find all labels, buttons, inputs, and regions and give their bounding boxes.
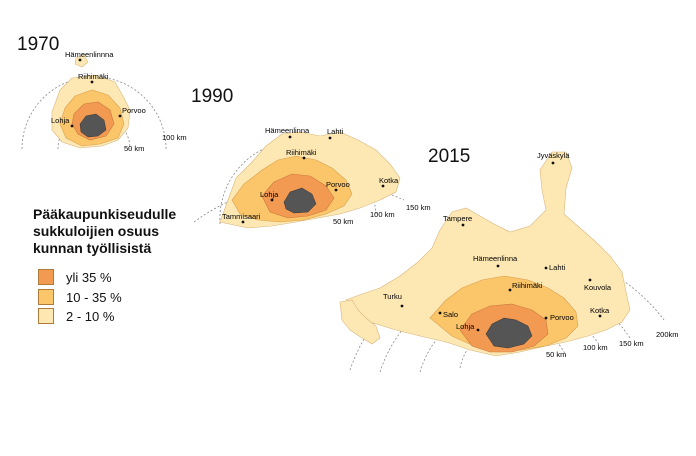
year-label-2015: 2015	[428, 146, 471, 167]
city-label: Tampere	[443, 214, 472, 223]
city-1970-riihimaki: Riihimäki	[78, 72, 109, 84]
legend-swatch-2-10	[38, 308, 54, 324]
city-label: Riihimäki	[286, 148, 317, 157]
city-1970-hameenlinnna: Hämeenlinnna	[65, 50, 114, 62]
city-label: Tammisaari	[222, 212, 261, 221]
city-1990-riihimaki: Riihimäki	[286, 148, 317, 160]
city-label: Kotka	[379, 176, 399, 185]
region-1970-capital	[79, 113, 107, 138]
city-label: Porvoo	[326, 180, 350, 189]
city-1970-lohja: Lohja	[51, 116, 74, 128]
city-1990-lahti: Lahti	[327, 127, 344, 140]
city-label: Lahti	[549, 263, 566, 272]
ring-label-2015-150km: 150 km	[619, 339, 644, 348]
legend-title-line-2: sukkuloijien osuus	[33, 223, 160, 239]
city-label: Lohja	[51, 116, 70, 125]
ring-label-1990-50km: 50 km	[333, 217, 353, 226]
legend-swatch-over35	[38, 269, 54, 285]
region-1970-hameenlinna	[74, 54, 89, 68]
legend-label-2-10: 2 - 10 %	[66, 308, 115, 324]
city-2015-kouvola: Kouvola	[584, 278, 612, 292]
city-2015-kotka: Kotka	[590, 306, 610, 318]
region-1990-capital	[283, 187, 317, 214]
year-label-1970: 1970	[17, 34, 60, 55]
city-2015-riihimaki: Riihimäki	[508, 281, 543, 292]
legend-item-2-10: 2 - 10 %	[38, 308, 114, 324]
city-1990-porvoo: Porvoo	[326, 180, 350, 192]
city-label: Hämeenlinna	[473, 254, 518, 263]
ring-label-2015-200km: 200km	[656, 330, 679, 339]
map-1970: Hämeenlinnna Riihimäki Porvoo Lohja 50 k…	[21, 50, 187, 153]
city-label: Porvoo	[550, 313, 574, 322]
ring-label-1990-150km: 150 km	[406, 203, 431, 212]
city-2015-turku: Turku	[383, 292, 404, 308]
city-label: Kotka	[590, 306, 610, 315]
year-label-1990: 1990	[191, 86, 234, 107]
legend-swatch-10-35	[38, 289, 54, 305]
legend-item-over35: yli 35 %	[38, 269, 112, 285]
legend-label-10-35: 10 - 35 %	[66, 289, 122, 305]
city-label: Lahti	[327, 127, 344, 136]
region-2015-archipelago	[339, 299, 381, 345]
city-2015-lohja: Lohja	[456, 322, 480, 332]
city-2015-tampere: Tampere	[443, 214, 472, 227]
map-2015: Jyväskylä Tampere Hämeenlinna Lahti Riih…	[339, 151, 679, 373]
city-label: Riihimäki	[78, 72, 109, 81]
legend-item-10-35: 10 - 35 %	[38, 289, 122, 305]
region-2015-capital	[485, 317, 533, 349]
ring-label-1970-50km: 50 km	[124, 144, 144, 153]
city-1970-porvoo: Porvoo	[118, 106, 146, 118]
ring-label-2015-50km: 50 km	[546, 350, 566, 359]
ring-label-1990-100km: 100 km	[370, 210, 395, 219]
city-label: Salo	[443, 310, 458, 319]
city-1990-lohja: Lohja	[260, 190, 279, 202]
city-label: Lohja	[456, 322, 475, 331]
map-1990: Hämeenlinna Lahti Riihimäki Kotka Porvoo…	[193, 126, 431, 229]
city-label: Hämeenlinnna	[65, 50, 114, 59]
legend-label-over35: yli 35 %	[66, 269, 112, 285]
ring-2015-100km	[419, 299, 601, 373]
legend-title: Pääkaupunkiseudulle sukkuloijien osuus k…	[33, 206, 233, 257]
city-label: Lohja	[260, 190, 279, 199]
city-label: Riihimäki	[512, 281, 543, 290]
city-1990-hameenlinna: Hämeenlinna	[265, 126, 310, 139]
city-1990-tammisaari: Tammisaari	[222, 212, 261, 224]
city-2015-jyvaskyla: Jyväskylä	[537, 151, 570, 165]
ring-label-1970-100km: 100 km	[162, 133, 187, 142]
city-2015-lahti: Lahti	[544, 263, 566, 272]
city-2015-hameenlinna: Hämeenlinna	[473, 254, 518, 268]
city-label: Hämeenlinna	[265, 126, 310, 135]
legend-title-line-3: kunnan työllisistä	[33, 240, 152, 256]
city-1990-kotka: Kotka	[379, 176, 399, 188]
city-2015-porvoo: Porvoo	[544, 313, 574, 322]
city-label: Jyväskylä	[537, 151, 570, 160]
legend-title-line-1: Pääkaupunkiseudulle	[33, 206, 177, 222]
city-2015-salo: Salo	[438, 310, 458, 319]
city-label: Kouvola	[584, 283, 612, 292]
city-label: Turku	[383, 292, 402, 301]
ring-label-2015-100km: 100 km	[583, 343, 608, 352]
ring-1990-150km	[193, 181, 405, 223]
city-label: Porvoo	[122, 106, 146, 115]
